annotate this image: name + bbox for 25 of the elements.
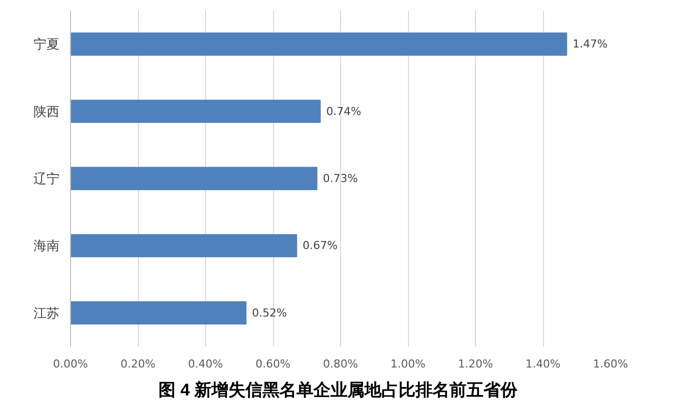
x-tick-label: 1.00%: [390, 358, 426, 370]
data-label: 0.73%: [322, 172, 358, 185]
y-tick-label: 宁夏: [34, 36, 60, 52]
x-tick-label: 0.40%: [188, 358, 223, 370]
x-tick-label: 1.20%: [458, 358, 493, 370]
bar: [70, 166, 318, 190]
data-label: 0.74%: [326, 104, 362, 118]
y-tick-label: 海南: [34, 238, 60, 254]
y-tick-label: 辽宁: [34, 171, 60, 186]
data-label: 0.67%: [302, 239, 338, 252]
x-tick-label: 0.20%: [120, 358, 156, 370]
x-tick-label: 1.60%: [593, 358, 628, 370]
text: 图 4 新增失信黑名单企业属地占比排名前五省份: [158, 380, 519, 400]
data-label: 0.52%: [252, 306, 287, 320]
y-tick-label: 江苏: [34, 305, 60, 320]
bar: [70, 301, 246, 324]
data-label: 1.47%: [572, 38, 608, 51]
x-tick-label: 1.40%: [526, 358, 560, 370]
y-tick-label: 陕西: [34, 104, 60, 119]
x-tick-label: 0.80%: [323, 358, 358, 370]
bar: [70, 100, 321, 123]
bar: [70, 32, 568, 56]
bar: [70, 234, 298, 258]
x-tick-label: 0.60%: [256, 358, 290, 370]
x-tick-label: 0.00%: [53, 358, 88, 370]
